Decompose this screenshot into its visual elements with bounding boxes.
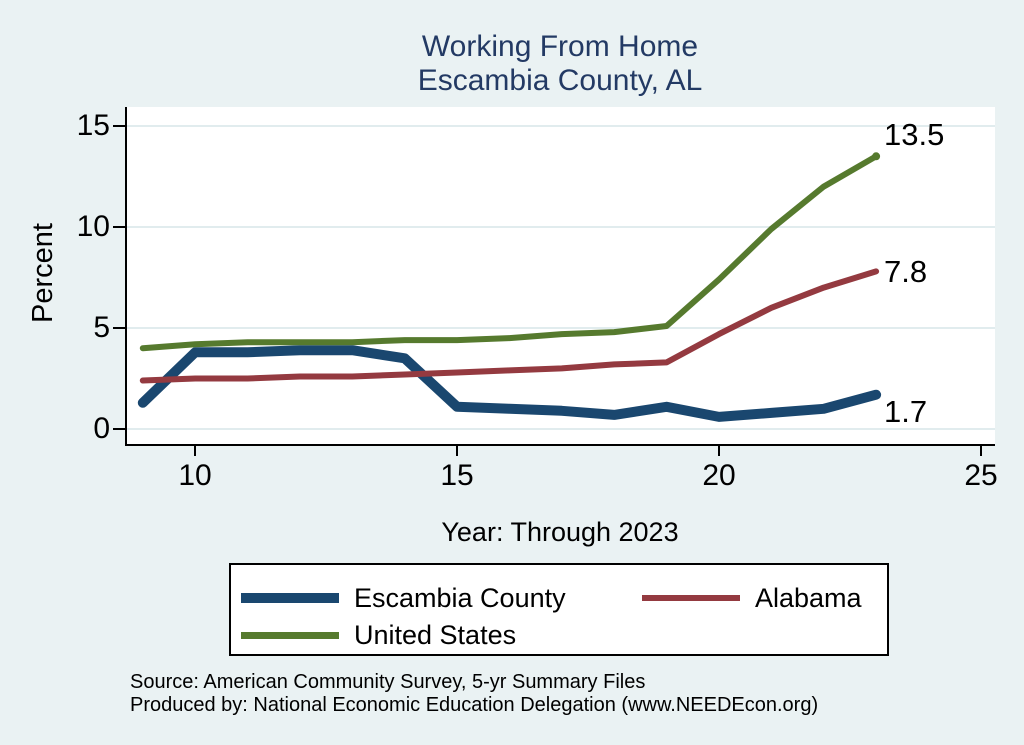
x-tick-mark-20: [718, 446, 720, 456]
y-tick-label-0: 0: [93, 412, 110, 445]
x-tick-label-10: 10: [178, 459, 212, 492]
end-label-united-states: 13.5: [884, 117, 945, 152]
source-line: Source: American Community Survey, 5-yr …: [130, 671, 646, 693]
x-tick-mark-10: [194, 446, 196, 456]
legend-item-united-states: United States: [241, 618, 516, 652]
x-tick-label-20: 20: [702, 459, 736, 492]
united-states-line-swatch: [241, 631, 339, 639]
chart-title: Working From Home Escambia County, AL: [125, 30, 995, 98]
legend-label-united-states: United States: [354, 619, 517, 650]
legend-label-alabama: Alabama: [755, 582, 862, 613]
y-tick-mark-0: [113, 428, 125, 430]
chart-title-line1: Working From Home: [421, 30, 699, 63]
x-tick-label-25: 25: [964, 459, 998, 492]
plot-lines: [125, 107, 995, 446]
legend-box: Escambia County Alabama United States: [229, 563, 889, 656]
plot-area: [125, 107, 995, 446]
legend-label-escambia-county: Escambia County: [354, 582, 566, 613]
x-axis-title: Year: Through 2023: [441, 517, 679, 547]
y-tick-label-5: 5: [93, 311, 110, 344]
end-label-alabama: 7.8: [884, 254, 928, 289]
x-tick-mark-25: [980, 446, 982, 456]
y-tick-mark-15: [113, 125, 125, 127]
x-tick-label-15: 15: [440, 459, 474, 492]
source-note: Source: American Community Survey, 5-yr …: [130, 671, 818, 716]
produced-by-line: Produced by: National Economic Education…: [130, 693, 819, 716]
escambia-county-line-swatch: [241, 593, 339, 603]
alabama-line-swatch: [642, 595, 740, 601]
x-tick-mark-15: [456, 446, 458, 456]
legend-item-escambia-county: Escambia County: [241, 581, 566, 615]
chart-title-line2: Escambia County, AL: [417, 64, 703, 97]
y-tick-mark-10: [113, 226, 125, 228]
y-tick-mark-5: [113, 327, 125, 329]
y-tick-label-15: 15: [76, 109, 110, 142]
legend-item-alabama: Alabama: [642, 581, 862, 615]
y-tick-label-10: 10: [76, 210, 110, 243]
end-label-escambia-county: 1.7: [884, 394, 928, 429]
